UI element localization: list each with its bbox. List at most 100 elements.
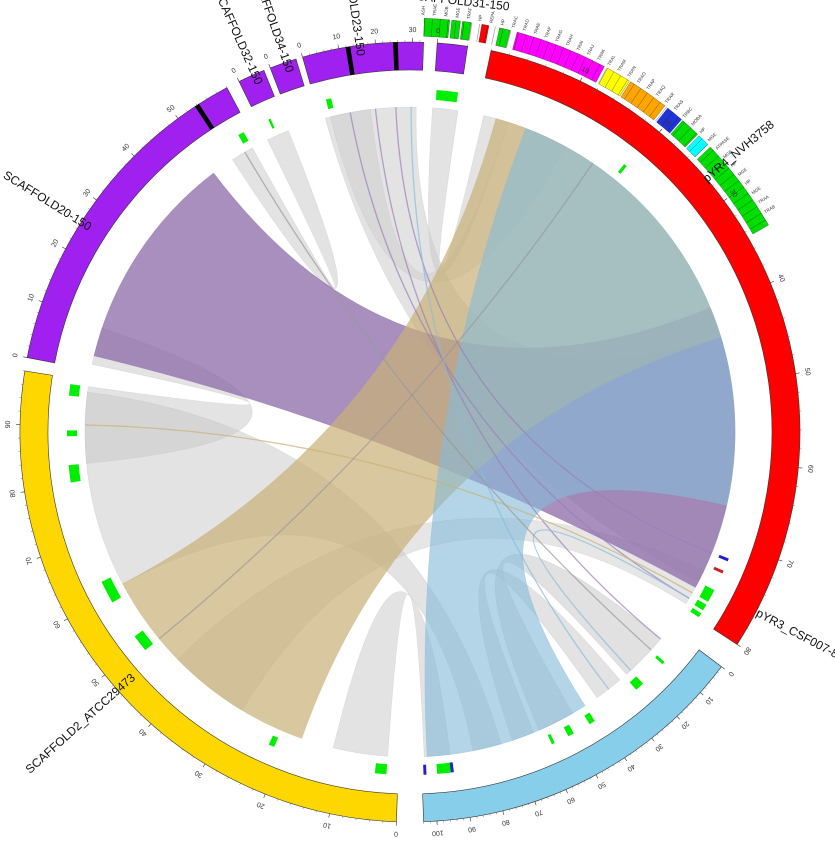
axis-minor-tick [181,748,183,751]
gene-label: MGE [455,7,461,18]
axis-minor-tick [59,606,62,608]
gene-divider [617,79,628,96]
inner-feature-mark [563,724,574,737]
link-line-grey [158,162,594,640]
axis-minor-tick [203,763,206,766]
link-ribbon-grey [232,130,339,290]
axis-minor-tick [30,531,33,533]
axis-minor-tick [205,97,207,100]
axis-minor-tick [227,777,229,780]
inner-feature-mark [655,655,665,665]
axis-minor-tick [613,97,615,100]
tick-label: 20 [679,719,690,730]
axis-minor-tick [101,189,104,191]
tick-label: 60 [806,465,814,474]
gene-divider [667,117,680,132]
axis-minor-tick [521,805,523,808]
segment-label-s2: SCAFFOLD2_ATCC29473 [23,670,139,776]
axis-minor-tick [771,577,774,579]
link-line-purple [349,112,690,599]
gene-divider [469,22,473,41]
inner-feature-mark [423,764,427,775]
gene-label: TRAK [596,48,606,61]
inner-feature-mark [68,464,81,483]
axis-minor-tick [94,663,97,666]
tick-label: 50 [166,104,177,114]
gene-label: MGE [707,132,718,143]
axis-minor-tick [736,644,739,646]
axis-minor-tick [540,799,543,802]
segment-s20 [26,87,241,364]
gene-divider [746,213,762,223]
axis-minor-tick [646,742,648,744]
gene-block [478,24,490,44]
gene-divider [742,206,758,217]
gene-divider [643,97,655,113]
tick-label: 10 [332,33,341,41]
axis-minor-tick [195,103,198,106]
axis-minor-tick [53,268,56,270]
segment-pyr4 [484,50,801,645]
tick-label: 50 [91,677,101,688]
axis-minor-tick [141,146,143,149]
axis-minor-tick [528,803,530,806]
axis-minor-tick [640,746,643,748]
axis-minor-tick [251,788,253,791]
gene-label: TRAB [763,204,776,215]
gene-divider [705,155,719,169]
gene-divider [724,180,740,192]
inner-feature-mark [435,90,459,103]
axis-minor-tick [656,733,659,736]
axis-minor-tick [596,87,599,90]
gene-label: TRAN [626,65,637,78]
axis-minor-tick [744,230,747,233]
inner-feature-mark [694,599,707,611]
gene-divider [655,106,667,122]
gene-divider [476,23,480,42]
axis-minor-tick [676,716,679,718]
axis-minor-tick [681,711,684,714]
inner-feature-mark [584,712,595,725]
axis-minor-tick [509,52,511,55]
gene-divider [591,64,601,81]
axis-minor-tick [659,130,661,133]
gene-divider [549,44,557,62]
axis-minor-tick [713,677,715,679]
tick-label: 10 [580,66,590,76]
tick-label: 10 [323,821,332,829]
axis-minor-tick [700,692,702,694]
axis-minor-tick [170,740,173,743]
axis-minor-tick [746,628,749,630]
axis-minor-tick [782,317,786,319]
gene-label: TRAJ [586,44,595,56]
axis-minor-tick [717,671,720,674]
tick-label: 60 [566,795,576,805]
inner-feature-mark [238,132,249,144]
gene-divider [542,41,550,60]
axis-minor-tick [671,720,674,723]
axis-minor-tick [527,58,529,61]
segment-label-pyr3: pYR3_CSF007-82 [754,606,835,665]
axis-minor-tick [215,770,217,773]
gene-label: HP [477,14,483,21]
axis-minor-tick [69,237,72,239]
axis-minor-tick [139,714,142,717]
tick-label: 0 [231,67,238,75]
inner-feature-mark [101,577,122,603]
axis-minor-tick [72,630,75,632]
axis-minor-tick [691,702,693,704]
inner-feature-mark [629,676,644,690]
tick-label: 90 [5,420,12,428]
gene-divider [438,19,441,38]
axis-minor-tick [149,723,152,726]
segment-label-s32: SCAFFOLD32-150 [212,0,266,87]
axis-minor-tick [308,53,310,56]
inner-feature-mark [690,607,702,618]
gene-label: MGE [751,185,762,195]
tick-label: 70 [25,556,34,566]
axis-minor-tick [43,569,46,571]
gene-label: MOBA [690,113,703,126]
gene-label: ATPASE [715,136,731,151]
tick-label: 0 [436,28,440,35]
